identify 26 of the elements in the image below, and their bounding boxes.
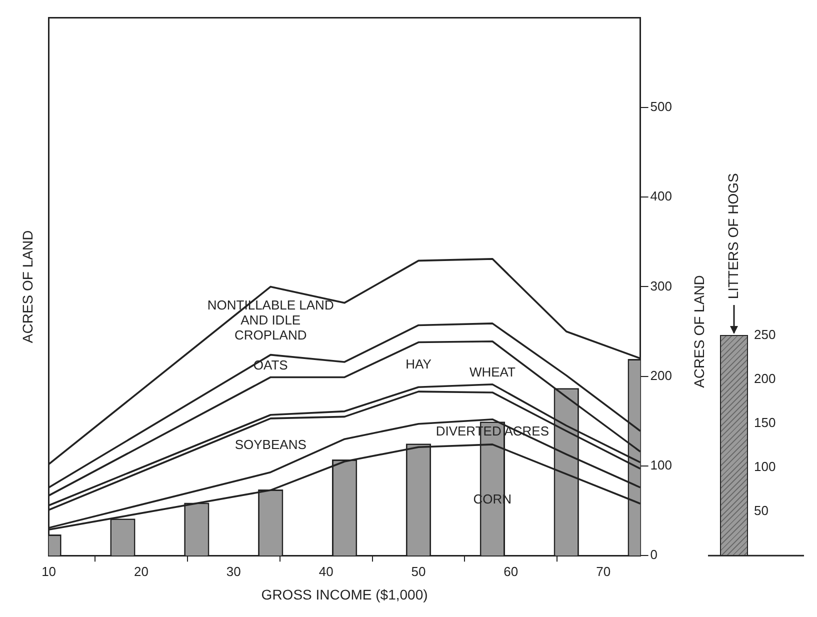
y2-tick-label: 200 [754,370,776,386]
y2-tick-label: 150 [754,414,776,430]
y-tick-label: 300 [650,278,672,294]
x-tick-label: 40 [318,564,334,579]
y-axis-title: ACRES OF LAND [19,230,36,344]
y-tick-label: 400 [650,188,672,204]
x-tick-label: 70 [596,564,611,579]
text: ACRES OF LAND [690,275,707,388]
y-tick-label: 500 [650,99,672,114]
series-label: SOYBEANS [234,436,307,452]
x-tick-label: 30 [226,564,241,579]
y-tick-label: 100 [650,458,672,473]
y2-tick-label: 50 [754,503,768,518]
x-tick-label: 50 [411,564,426,579]
y2-axis-title: LITTERS OF HOGS [724,173,741,300]
series-label: WHEAT [469,364,516,380]
series-label: HAY [406,356,432,372]
y-tick-label: 0 [650,547,658,562]
x-tick-label: 10 [42,564,56,579]
series-label: OATS [253,358,288,373]
y-tick-label: 200 [650,368,672,383]
x-axis-title: GROSS INCOME ($1,000) [261,586,428,602]
x-tick-label: 60 [504,564,518,579]
y2-tick-label: 250 [754,326,776,342]
x-tick-label: 20 [134,564,148,579]
y2-tick-label: 100 [754,459,776,474]
